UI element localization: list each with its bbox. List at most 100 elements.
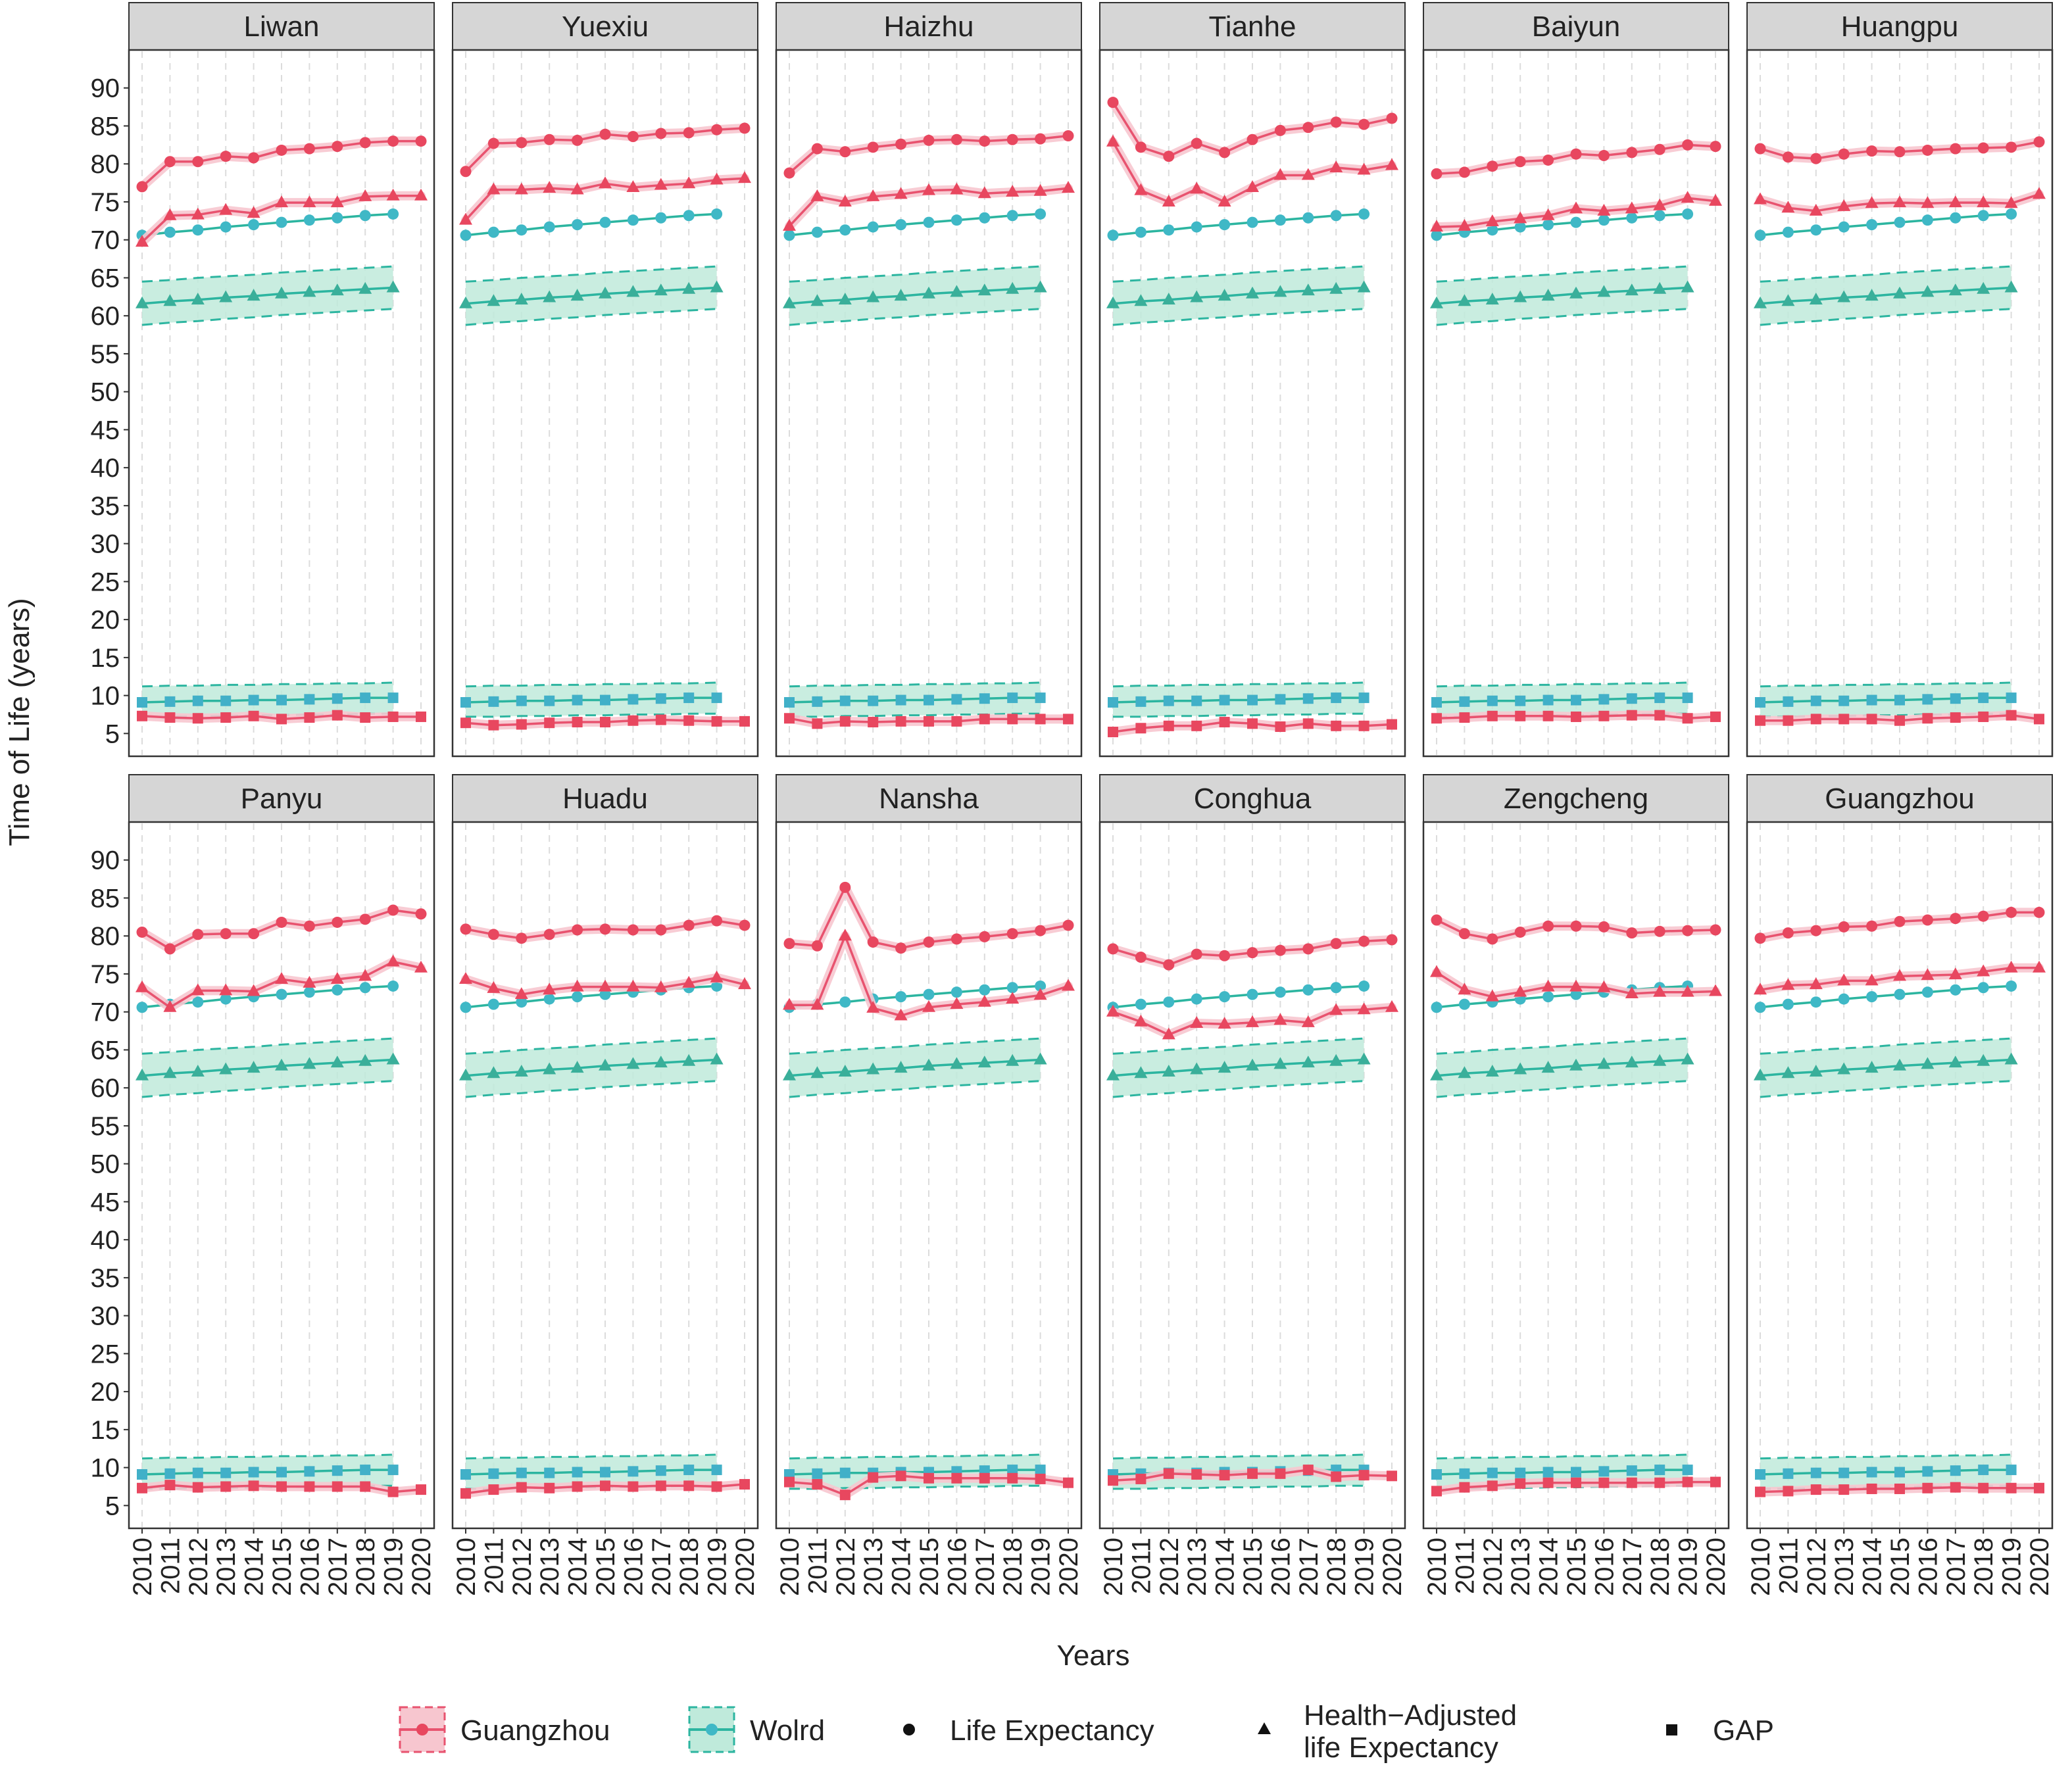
x-tick-label-zengcheng-2015: 2015 — [1562, 1538, 1591, 1596]
x-tick-label-huadu-2015: 2015 — [591, 1538, 620, 1596]
world-hale-band-upper-edge — [1760, 1037, 2011, 1055]
conghua-life-expectancy-point-2010 — [1107, 943, 1119, 955]
x-tick-label-huadu-2012: 2012 — [508, 1538, 537, 1596]
world-hale-band-upper-edge — [465, 265, 717, 283]
world-life-expectancy-point-2018 — [1006, 982, 1018, 994]
huangpu-gap-point-2012 — [1810, 714, 1821, 725]
y-tick-label-75: 75 — [91, 960, 120, 989]
liwan-hale-point-2012 — [191, 207, 205, 220]
world-life-expectancy-point-2011 — [164, 226, 176, 238]
conghua-hale-point-2017 — [1301, 1015, 1315, 1027]
world-gap-point-2010 — [1431, 1469, 1442, 1480]
tianhe-life-expectancy-point-2020 — [1386, 112, 1398, 124]
panel-background-liwan — [128, 49, 435, 758]
world-life-expectancy-point-2013 — [543, 993, 555, 1005]
world-gap-point-2013 — [1838, 1467, 1850, 1478]
x-tick-label-nansha-2016: 2016 — [943, 1538, 972, 1596]
facet-panyu: Panyu — [128, 774, 435, 1530]
world-hale-point-2014 — [1218, 289, 1231, 301]
world-gap-point-2013 — [1191, 695, 1202, 706]
world-gap-point-2018 — [1007, 1465, 1018, 1476]
world-life-expectancy-point-2018 — [1977, 210, 1989, 222]
world-hale-point-2017 — [654, 283, 668, 296]
haizhu-life-expectancy-point-2016 — [950, 133, 962, 145]
world-life-expectancy-point-2019 — [1358, 980, 1370, 992]
world-hale-point-2016 — [1597, 285, 1611, 297]
tianhe-hale-point-2013 — [1190, 182, 1204, 194]
yuexiu-gap-point-2019 — [711, 716, 722, 727]
huadu-life-expectancy-point-2010 — [460, 923, 472, 935]
world-gap-point-2019 — [1035, 1465, 1046, 1476]
tianhe-life-expectancy-point-2014 — [1219, 147, 1231, 158]
world-life-expectancy-point-2019 — [1358, 208, 1370, 220]
panyu-hale-point-2014 — [247, 984, 260, 996]
world-hale-band-upper-edge — [1436, 1037, 1688, 1055]
haizhu-hale-point-2018 — [1006, 184, 1020, 197]
world-hale-point-2018 — [358, 281, 372, 294]
world-gap-band-upper-edge — [789, 681, 1041, 688]
haizhu-hale-point-2011 — [810, 189, 824, 201]
baiyun-hale-point-2020 — [1709, 193, 1722, 206]
nansha-hale-point-2020 — [1062, 979, 1075, 991]
world-hale-point-2012 — [514, 292, 528, 304]
y-tick-label-70: 70 — [91, 998, 120, 1027]
world-hale-point-2017 — [654, 1055, 668, 1068]
nansha-gap-point-2015 — [924, 1472, 934, 1484]
world-hale-point-2011 — [1458, 1066, 1471, 1079]
world-gap-point-2017 — [1950, 1465, 1961, 1476]
world-hale-point-2014 — [1218, 1061, 1231, 1073]
x-tick-label-panyu-2013: 2013 — [212, 1538, 241, 1596]
world-life-expectancy-point-2016 — [950, 986, 962, 998]
legend-label-gap: GAP — [1713, 1714, 1774, 1747]
panyu-hale-point-2015 — [275, 972, 288, 984]
world-gap-point-2012 — [516, 695, 527, 706]
world-gap-point-2017 — [979, 693, 990, 704]
world-hale-line — [789, 286, 1041, 305]
world-hale-point-2017 — [977, 1055, 991, 1068]
world-hale-band-upper-edge — [789, 1037, 1041, 1055]
y-tick-label-70: 70 — [91, 226, 120, 255]
tianhe-life-expectancy-point-2015 — [1246, 133, 1258, 145]
zengcheng-gap-point-2010 — [1431, 1486, 1442, 1497]
world-gap-point-2018 — [1007, 692, 1018, 704]
haizhu-gap-point-2014 — [895, 716, 906, 727]
liwan-life-expectancy-point-2016 — [303, 143, 315, 155]
zengcheng-gap-point-2016 — [1598, 1477, 1610, 1488]
world-life-expectancy-point-2013 — [1838, 221, 1850, 233]
world-hale-point-2011 — [163, 1066, 177, 1079]
nansha-gap-point-2011 — [812, 1479, 823, 1490]
world-gap-point-2011 — [1135, 696, 1147, 707]
world-hale-point-2018 — [1006, 281, 1020, 294]
conghua-gap-point-2013 — [1191, 1469, 1202, 1480]
world-life-expectancy-point-2014 — [572, 219, 583, 231]
huangpu-gap-point-2018 — [1978, 711, 1989, 722]
zengcheng-hale-point-2019 — [1681, 984, 1694, 997]
world-life-expectancy-point-2015 — [1246, 988, 1258, 1000]
x-tick-label-guangzhou-2017: 2017 — [1942, 1538, 1971, 1596]
tianhe-hale-point-2011 — [1134, 183, 1148, 195]
world-life-expectancy-point-2011 — [1458, 998, 1470, 1010]
x-tick-label-huadu-2018: 2018 — [675, 1538, 704, 1596]
huangpu-hale-point-2015 — [1893, 195, 1906, 208]
panyu-hale-point-2016 — [303, 975, 316, 988]
yuexiu-gap-point-2012 — [516, 719, 527, 730]
world-gap-point-2016 — [304, 694, 315, 705]
conghua-hale-point-2016 — [1273, 1013, 1287, 1025]
tianhe-gap-point-2012 — [1163, 720, 1174, 731]
liwan-hale-point-2018 — [358, 189, 372, 201]
facet-title-guangzhou: Guangzhou — [1825, 783, 1975, 815]
haizhu-life-expectancy-point-2012 — [839, 146, 851, 158]
world-life-expectancy-point-2019 — [2006, 980, 2017, 992]
nansha-life-expectancy-point-2018 — [1006, 928, 1018, 940]
world-life-expectancy-point-2016 — [1274, 214, 1286, 226]
zengcheng-gap-point-2011 — [1459, 1482, 1470, 1493]
world-hale-band-upper-edge — [465, 1037, 717, 1055]
panyu-life-expectancy-point-2018 — [359, 913, 371, 925]
world-hale-line — [1112, 1058, 1364, 1077]
huadu-hale-point-2010 — [459, 972, 472, 984]
huadu-hale-point-2013 — [543, 983, 556, 995]
x-tick-label-zengcheng-2016: 2016 — [1590, 1538, 1619, 1596]
world-hale-point-2016 — [1273, 1057, 1287, 1069]
panyu-gap-point-2017 — [332, 1481, 343, 1492]
world-hale-point-2010 — [1430, 296, 1443, 308]
